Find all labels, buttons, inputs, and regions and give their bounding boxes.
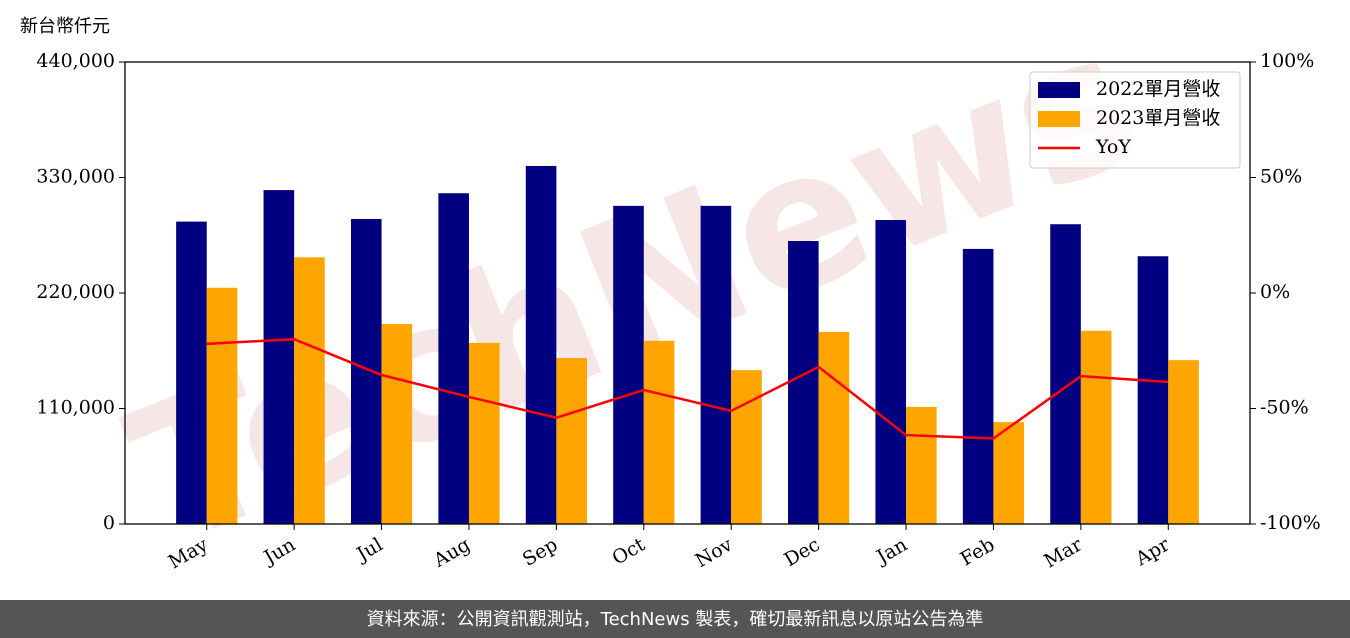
bar <box>962 248 994 524</box>
x-tick-label: Apr <box>1131 533 1174 570</box>
y-tick-label: 440,000 <box>36 50 115 72</box>
x-tick-label: Jan <box>871 534 911 570</box>
y-axis-label: 新台幣仟元 <box>20 16 110 37</box>
legend-label: 2023單月營收 <box>1096 107 1220 129</box>
bar <box>731 370 762 524</box>
bar <box>875 220 907 524</box>
bar <box>613 205 644 524</box>
legend-swatch <box>1038 111 1080 127</box>
x-tick-label: Sep <box>519 534 562 571</box>
bar <box>700 205 732 524</box>
legend-label: 2022單月營收 <box>1096 78 1220 100</box>
bar <box>788 241 819 524</box>
bar <box>350 218 382 524</box>
legend-box <box>1029 71 1241 169</box>
y2-tick-label: 0% <box>1260 281 1290 303</box>
bar <box>263 190 295 524</box>
x-tick-label: Nov <box>692 533 737 572</box>
x-tick-label: Feb <box>957 534 999 571</box>
legend-label: YoY <box>1095 136 1131 158</box>
y2-tick-label: -50% <box>1260 397 1309 419</box>
y-tick-label: 110,000 <box>36 397 115 419</box>
bar <box>468 342 500 524</box>
bar <box>381 323 413 524</box>
bar <box>993 422 1025 524</box>
x-tick-label: Aug <box>429 534 474 573</box>
bar <box>176 221 207 524</box>
x-tick-label: Mar <box>1040 533 1086 572</box>
y-tick-label: 0 <box>103 512 115 534</box>
bar <box>643 340 675 524</box>
bar <box>818 331 850 524</box>
bar <box>556 358 587 524</box>
yoy-line <box>206 337 1169 440</box>
x-tick-label: Jul <box>351 534 386 567</box>
y-tick-label: 330,000 <box>36 166 115 188</box>
bar <box>1080 330 1112 524</box>
y-tick-label: 220,000 <box>36 281 115 303</box>
bar <box>294 257 325 524</box>
bar <box>525 165 557 524</box>
y2-tick-label: 50% <box>1260 166 1302 188</box>
footer-bar <box>0 600 1350 638</box>
bar <box>1168 360 1199 524</box>
bar <box>206 287 238 524</box>
bar <box>1050 224 1081 524</box>
legend-swatch <box>1038 82 1080 98</box>
y2-tick-label: 100% <box>1260 50 1314 72</box>
y2-tick-label: -100% <box>1260 512 1321 534</box>
footer: 資料來源：公開資訊觀測站，TechNews 製表，確切最新訊息以原站公告為準 <box>367 609 984 630</box>
bar <box>438 193 469 524</box>
x-tick-label: Oct <box>608 533 649 569</box>
bar <box>906 406 937 524</box>
x-tick-label: Dec <box>780 534 823 572</box>
bar <box>1137 256 1169 524</box>
